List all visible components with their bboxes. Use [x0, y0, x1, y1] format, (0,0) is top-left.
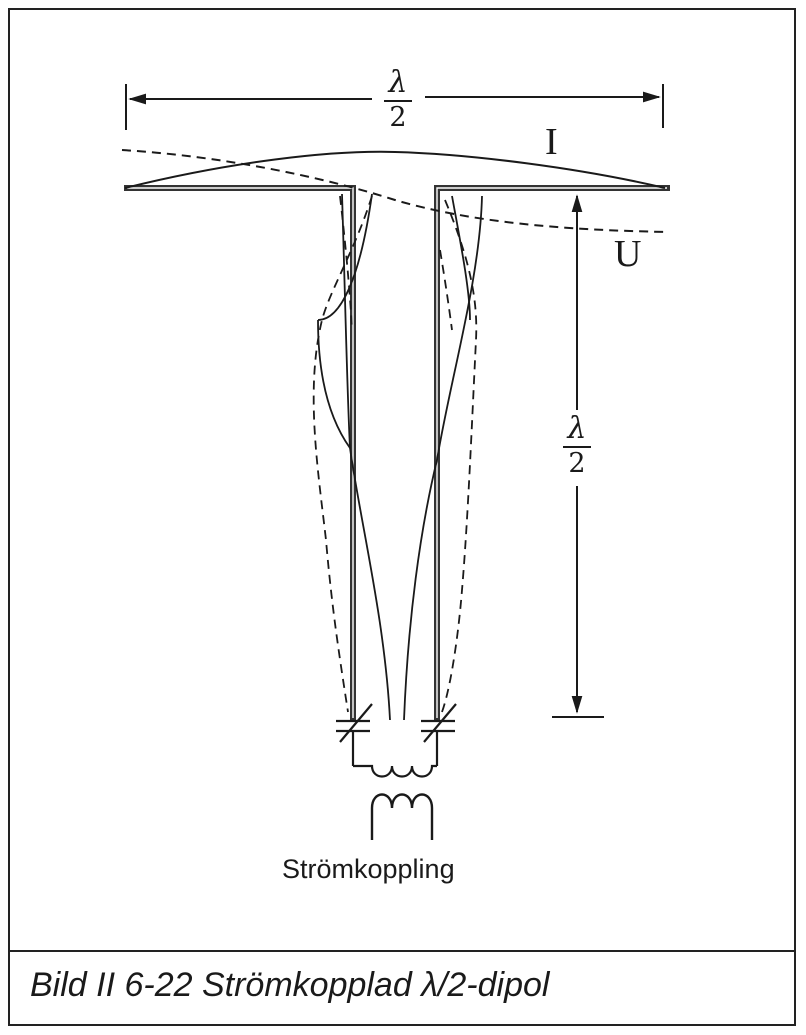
side-dimension-numerator: λ	[567, 411, 587, 446]
coupling-coil-upper	[353, 764, 437, 778]
side-dimension-label: λ 2	[557, 414, 597, 477]
current-curve-dipole	[124, 150, 666, 189]
voltage-curve-dipole	[121, 149, 669, 233]
top-dimension-numerator: λ	[388, 65, 408, 100]
coupling-capacitors	[336, 703, 457, 766]
top-dimension-line	[125, 84, 664, 130]
coupling-label: Strömkoppling	[282, 854, 455, 884]
figure-caption: Bild II 6-22 Strömkopplad λ/2-dipol	[30, 966, 550, 1004]
coupling-coil-lower	[370, 793, 434, 840]
figure-frame	[8, 8, 796, 1026]
side-dimension-denominator: 2	[568, 448, 586, 479]
current-label: I	[545, 121, 558, 163]
fraction-bar	[563, 446, 591, 448]
top-dimension-denominator: 2	[389, 102, 407, 133]
voltage-curve-feeder	[312, 195, 478, 713]
top-dimension-label: λ 2	[378, 68, 418, 131]
side-dimension-line	[552, 194, 604, 718]
voltage-label: U	[614, 233, 642, 275]
current-curve-feeder	[317, 193, 483, 721]
caption-divider	[8, 950, 796, 952]
fraction-bar	[384, 100, 412, 102]
